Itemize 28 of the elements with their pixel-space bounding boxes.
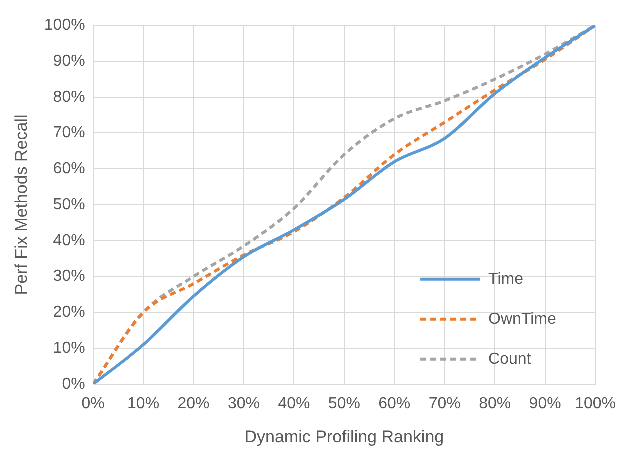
y-tick-label: 20% bbox=[53, 304, 86, 322]
y-tick-label: 100% bbox=[44, 17, 86, 34]
x-tick-label: 90% bbox=[529, 395, 562, 412]
y-axis-title: Perf Fix Methods Recall bbox=[12, 114, 31, 296]
x-tick-label: 40% bbox=[278, 395, 310, 412]
x-axis-title: Dynamic Profiling Ranking bbox=[244, 427, 444, 446]
y-tick-label: 30% bbox=[53, 268, 86, 286]
y-tick-label: 0% bbox=[62, 376, 86, 393]
y-tick-label: 60% bbox=[53, 160, 86, 178]
legend-label: OwnTime bbox=[488, 310, 556, 328]
y-tick-label: 10% bbox=[53, 340, 86, 357]
x-tick-label: 60% bbox=[378, 395, 411, 412]
line-series bbox=[93, 26, 596, 384]
y-tick-label: 80% bbox=[53, 88, 86, 106]
x-tick-label: 10% bbox=[128, 395, 160, 412]
legend-label: Count bbox=[488, 350, 532, 368]
x-tick-label: 100% bbox=[575, 395, 616, 412]
x-tick-label: 80% bbox=[479, 395, 512, 412]
x-tick-label: 0% bbox=[82, 395, 105, 412]
legend-label: Time bbox=[488, 270, 524, 288]
y-tick-label: 90% bbox=[53, 52, 86, 70]
x-tick-label: 30% bbox=[228, 395, 260, 412]
y-tick-label: 40% bbox=[53, 232, 86, 250]
y-tick-label: 70% bbox=[53, 124, 86, 142]
x-tick-label: 50% bbox=[328, 395, 360, 412]
x-tick-label: 20% bbox=[178, 395, 210, 412]
y-tick-label: 50% bbox=[53, 196, 86, 214]
x-tick-label: 70% bbox=[428, 395, 461, 412]
